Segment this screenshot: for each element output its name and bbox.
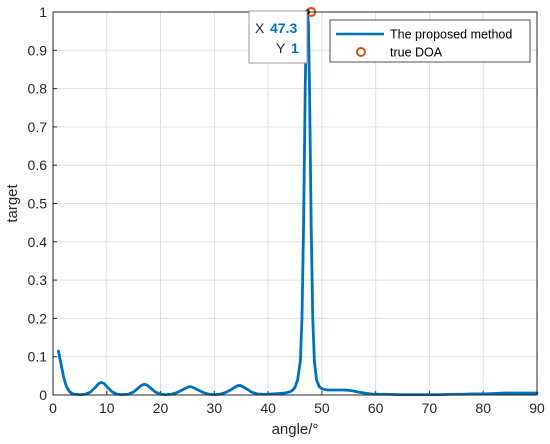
y-tick-label: 0.5 <box>28 196 48 212</box>
y-axis-label: target <box>4 183 21 222</box>
x-tick-label: 30 <box>207 400 223 416</box>
y-tick-label: 0.9 <box>28 42 48 58</box>
y-tick-label: 1 <box>39 4 47 20</box>
axis-ticks: 0 10 20 30 40 50 60 70 80 90 0 0.1 0.2 0.3 0.4 0.5 0.6 0.… <box>28 4 545 416</box>
x-tick-label: 80 <box>475 400 491 416</box>
series-line-group <box>56 10 539 397</box>
x-tick-label: 40 <box>260 400 276 416</box>
datatip[interactable]: X 47.3 Y 1 <box>248 10 308 64</box>
legend-marker-swatch <box>356 47 366 57</box>
y-tick-label: 0 <box>39 387 47 403</box>
legend-label-true-doa: true DOA <box>390 46 443 60</box>
datatip-y-key: Y <box>276 40 286 56</box>
y-tick-label: 0.6 <box>28 157 48 173</box>
y-tick-label: 0.4 <box>28 234 48 250</box>
y-tick-label: 0.8 <box>28 81 48 97</box>
series-line-proposed-method <box>56 10 539 397</box>
x-tick-label: 50 <box>314 400 330 416</box>
y-tick-label: 0.1 <box>28 349 48 365</box>
x-tick-label: 90 <box>529 400 545 416</box>
datatip-x-key: X <box>255 20 265 36</box>
x-tick-label: 10 <box>99 400 115 416</box>
legend-label-proposed: The proposed method <box>390 28 512 42</box>
x-tick-label: 60 <box>368 400 384 416</box>
y-tick-label: 0.2 <box>28 310 48 326</box>
x-tick-label: 20 <box>153 400 169 416</box>
y-tick-label: 0.7 <box>28 119 48 135</box>
x-tick-label: 0 <box>49 400 57 416</box>
x-axis-label: angle/° <box>272 421 319 438</box>
datatip-x-value: 47.3 <box>270 20 297 36</box>
legend: The proposed method true DOA <box>329 19 531 63</box>
y-tick-label: 0.3 <box>28 272 48 288</box>
datatip-box <box>248 10 308 64</box>
x-tick-label: 70 <box>422 400 438 416</box>
datatip-y-value: 1 <box>291 40 299 56</box>
